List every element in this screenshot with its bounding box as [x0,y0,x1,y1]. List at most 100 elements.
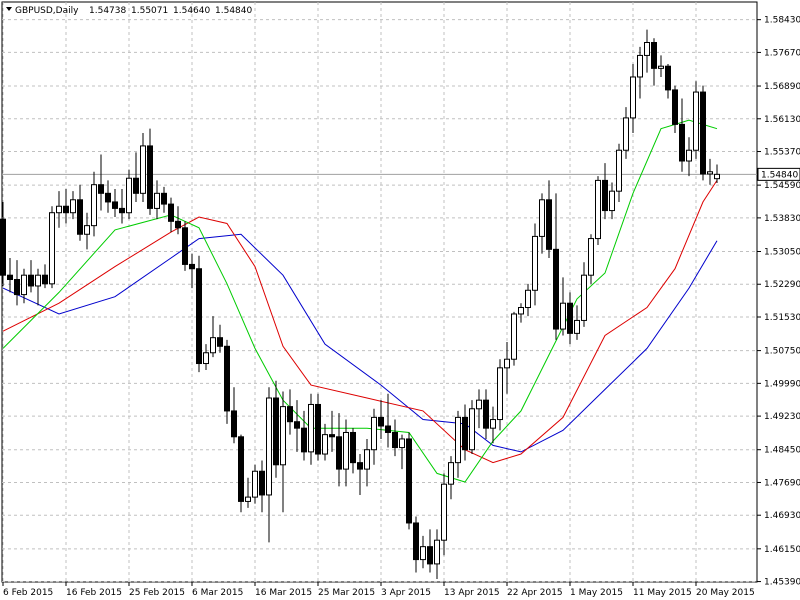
candle-body [427,546,433,565]
candle [35,268,41,306]
candle [77,184,83,241]
candle-body [532,235,538,291]
candle [532,223,538,306]
candle [28,260,34,293]
candle [511,311,517,366]
candle-body [462,416,468,451]
candle [441,473,447,556]
candle [189,253,195,289]
candle [518,303,524,323]
candle-body [28,274,34,287]
candle-body [476,399,482,410]
candle-body [623,117,629,151]
candle [287,389,293,435]
candle-body [616,149,622,192]
candle-body [539,199,545,237]
y-tick-label: 1.49230 [764,412,800,422]
candle [469,400,475,455]
candle [609,182,615,220]
candle [126,169,132,220]
candle-body [126,177,132,214]
candle [707,158,713,185]
candle-body [224,345,230,412]
candle [329,410,335,452]
candle [378,400,384,439]
candle-body [7,274,13,281]
candle [49,206,55,289]
candle-body [42,274,48,285]
candle-body [504,358,510,369]
candle-body [553,248,559,330]
symbol-label: GBPUSD,Daily [15,6,79,16]
candle-body [406,438,412,524]
candle-body [399,438,405,449]
candle-body [63,205,69,214]
candle-body [105,192,111,203]
candle-body [651,42,657,69]
candle-body [49,212,55,285]
x-tick-label: 22 Apr 2015 [507,588,563,598]
candle-body [280,406,286,466]
candle-body [392,431,398,449]
ma-mid-line [2,180,718,464]
candle-body [196,268,202,365]
candle [147,128,153,215]
candle [175,206,181,235]
x-tick-label: 3 Apr 2015 [381,588,431,598]
candle-body [245,496,251,502]
candle [196,255,202,373]
candle [434,529,440,579]
candle-body [287,406,293,423]
candle [98,154,104,211]
dropdown-triangle-icon[interactable] [6,7,12,11]
candle [679,98,685,172]
candle [224,339,230,424]
candle-body [371,416,377,451]
candle [686,137,692,177]
current-price-label: 1.54840 [761,170,798,180]
candle [672,85,678,133]
candle-body [518,307,524,315]
candle [623,107,629,159]
candle-body [0,218,6,276]
candle-body [357,462,363,470]
candle-body [217,337,223,347]
candle [161,186,167,213]
candle [140,132,146,202]
x-tick-label: 13 Apr 2015 [444,588,500,598]
candle [168,197,174,233]
candle-body [91,184,97,227]
candle-body [203,352,209,365]
candle-body [315,403,321,455]
candle [301,410,307,461]
candle [21,268,27,304]
candle-body [546,199,552,250]
x-tick-label: 16 Mar 2015 [255,588,312,598]
chart-title: GBPUSD,Daily 1.54738 1.55071 1.54640 1.5… [6,6,252,16]
candle-body [189,263,195,270]
candle-body [693,91,699,151]
y-tick-label: 1.52290 [764,280,800,290]
candle [357,454,363,495]
candle [182,221,188,271]
candle-body [511,313,517,360]
candle [56,191,62,228]
candle-body [455,416,461,464]
grid [2,2,757,583]
candle [385,393,391,448]
candle [0,201,6,286]
candle [14,260,20,306]
candle [644,29,650,73]
candle [217,324,223,353]
candle [595,176,601,246]
candle [105,180,111,213]
candle-body [665,65,671,91]
y-tick-label: 1.48450 [764,446,800,456]
candle [392,419,398,457]
x-tick-label: 16 Feb 2015 [66,588,122,598]
candle-body [567,302,573,334]
candle-body [420,546,426,561]
candle-body [385,425,391,433]
candle [231,387,237,444]
